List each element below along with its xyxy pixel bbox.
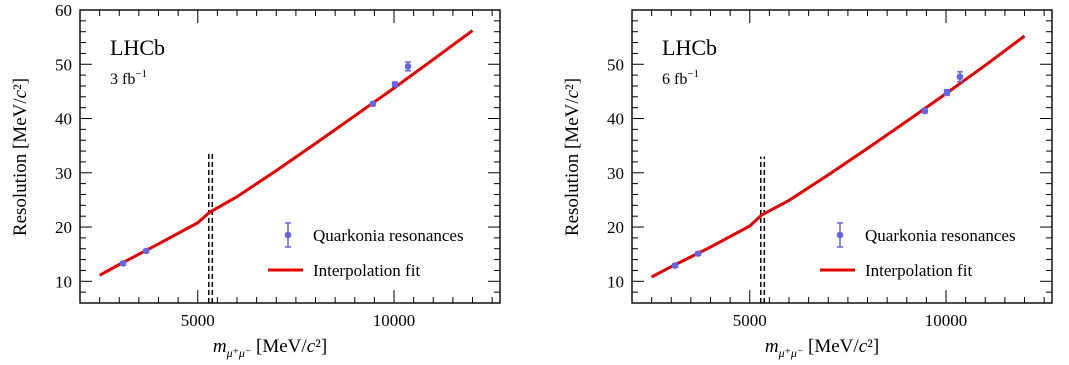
data-point [404, 63, 412, 70]
data-point [142, 247, 150, 255]
y-tick-label: 10 [607, 272, 624, 291]
data-point [369, 100, 377, 108]
legend-marker-point [836, 231, 844, 239]
x-tick-label: 5000 [733, 311, 767, 330]
legend-label-fit: Interpolation fit [865, 261, 972, 280]
data-point [943, 89, 951, 96]
x-axis-title: mμ⁺μ⁻ [MeV/c²] [213, 336, 327, 360]
y-tick-label: 60 [55, 1, 72, 20]
x-tick-label: 10000 [373, 311, 416, 330]
y-tick-label: 30 [607, 164, 624, 183]
series-fit-line [98, 29, 474, 277]
data-point [119, 260, 127, 267]
data-point [694, 250, 702, 257]
x-axis-title: mμ⁺μ⁻ [MeV/c²] [765, 336, 879, 360]
legend-label-points: Quarkonia resonances [865, 226, 1016, 245]
data-point [671, 262, 679, 269]
luminosity-label: 6 fb−1 [662, 68, 699, 88]
experiment-label: LHCb [110, 35, 165, 60]
y-tick-label: 20 [55, 218, 72, 237]
chart-left: 5000 10000 10 20 30 40 50 60 LHCb 3 fb−1 Quarkonia… [10, 1, 501, 360]
luminosity-label: 3 fb−1 [110, 68, 147, 88]
y-tick-label: 20 [607, 218, 624, 237]
y-tick-label: 40 [55, 110, 72, 129]
legend-label-points: Quarkonia resonances [313, 226, 464, 245]
chart-right: 5000 10000 10 20 30 40 50 LHCb 6 fb−1 Quarkonia r… [562, 9, 1053, 360]
y-axis-title: Resolution [MeV/c²] [562, 78, 583, 236]
legend-marker-point [284, 231, 292, 239]
plot-frame [79, 9, 501, 304]
x-tick-label: 5000 [181, 311, 215, 330]
y-tick-label: 50 [607, 55, 624, 74]
legend-label-fit: Interpolation fit [313, 261, 420, 280]
y-tick-label: 40 [607, 110, 624, 129]
y-tick-label: 30 [55, 164, 72, 183]
data-point [956, 73, 964, 81]
experiment-label: LHCb [662, 35, 717, 60]
y-axis-title: Resolution [MeV/c²] [10, 78, 31, 236]
y-tick-label: 10 [55, 272, 72, 291]
x-tick-label: 10000 [925, 311, 968, 330]
plot-frame [631, 9, 1053, 304]
y-tick-label: 50 [55, 55, 72, 74]
data-point [391, 81, 399, 88]
data-point [921, 107, 929, 115]
